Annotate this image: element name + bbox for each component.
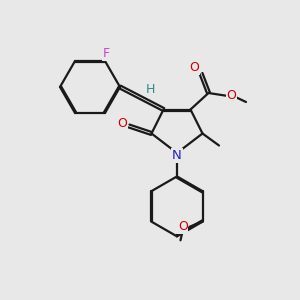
Text: F: F bbox=[103, 47, 110, 60]
Text: O: O bbox=[118, 116, 127, 130]
Text: O: O bbox=[190, 61, 199, 74]
Text: N: N bbox=[172, 149, 182, 162]
Text: O: O bbox=[227, 89, 236, 102]
Text: O: O bbox=[178, 220, 188, 233]
Text: H: H bbox=[146, 83, 155, 96]
